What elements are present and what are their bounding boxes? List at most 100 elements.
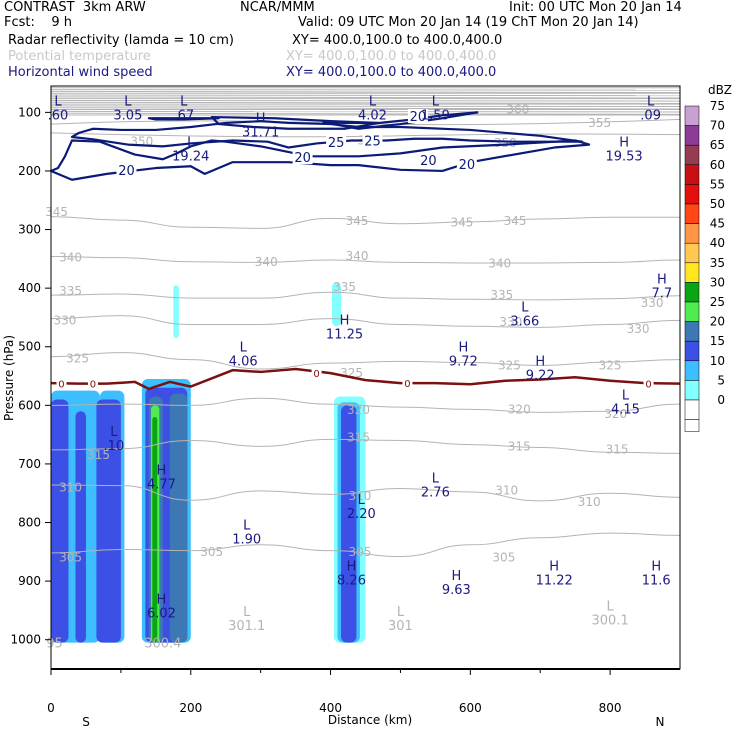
extremum-value: 9.72 — [449, 354, 478, 369]
theta-contour-label: 305 — [200, 545, 223, 559]
extremum-value: 19.24 — [172, 149, 209, 164]
colorbar-level: 75 — [710, 99, 725, 113]
colorbar-swatch — [684, 301, 700, 322]
theta-contour-upper — [50, 105, 681, 108]
extremum-mark: H — [657, 272, 667, 287]
extremum-mark: H — [451, 569, 461, 584]
extremum-value: 11.22 — [536, 574, 573, 589]
theta-contour-upper — [50, 101, 681, 104]
theta-contour-upper — [50, 90, 681, 94]
freezing-label-bg — [311, 367, 322, 379]
extremum-value: .60 — [48, 108, 69, 123]
wind-label-bg — [326, 134, 347, 149]
theta-extremum-value: 300.1 — [592, 613, 629, 628]
theta-extremum-value: 301 — [388, 619, 413, 634]
theta-contour-340 — [50, 256, 681, 264]
theta-contour-label: 305 — [492, 551, 515, 565]
theta-contour-label: 335 — [490, 288, 513, 302]
theta-contour-label: 340 — [488, 257, 511, 271]
theta-contour-label: 315 — [508, 439, 531, 453]
reflectivity-column — [331, 282, 342, 327]
x-tick-label: 400 — [319, 701, 342, 715]
colorbar-swatch — [684, 282, 700, 303]
institution-label: NCAR/MMM — [240, 0, 315, 15]
colorbar-level: 15 — [710, 334, 725, 348]
theta-contour-upper — [50, 94, 681, 97]
wind-contour-layer: 20 20 20 20 20 25 25 — [49, 109, 591, 181]
theta-contour-label: 305 — [348, 545, 371, 559]
wind-label-bg — [292, 150, 313, 165]
theta-extremum-mark: L — [243, 605, 251, 620]
forecast-hour: Fcst: 9 h — [4, 15, 73, 30]
y-tick-label: 1000 — [10, 633, 41, 647]
colorbar-swatch — [684, 399, 700, 420]
extremum-value: 1.90 — [232, 533, 261, 548]
extremum-value: 9.22 — [526, 368, 555, 383]
wind-contour-20 — [49, 139, 591, 181]
colorbar-unit: dBZ — [708, 83, 732, 97]
wind-contour-30 — [210, 115, 381, 130]
freezing-label-bg — [56, 377, 67, 389]
field-name-reflectivity: Radar reflectivity (lamda = 10 cm) — [8, 33, 234, 48]
theta-contour-320 — [50, 397, 681, 413]
freezing-level-label: 0 — [90, 380, 96, 391]
freezing-level-label: 0 — [58, 380, 64, 391]
x-tick-label: 800 — [599, 701, 622, 715]
wind-label-bg — [456, 157, 477, 172]
field-name-wind: Horizontal wind speed — [8, 65, 153, 80]
theta-contour-label: 335 — [333, 280, 356, 294]
wind-contour-label: 25 — [328, 136, 345, 151]
freezing-level-label: 0 — [313, 369, 319, 380]
y-tick-label: 700 — [18, 457, 41, 471]
theta-contour-350 — [50, 132, 681, 138]
theta-contour-label: 330 — [627, 322, 650, 336]
extremum-value: 11.6 — [642, 574, 671, 589]
theta-contour-label: 330 — [641, 296, 664, 310]
y-tick-label: 800 — [18, 516, 41, 530]
field-xy-reflectivity: XY= 400.0,100.0 to 400.0,400.0 — [292, 33, 503, 48]
x-end-label-north: N — [656, 715, 665, 729]
colorbar-swatch — [684, 125, 700, 146]
theta-contour-label: 310 — [578, 495, 601, 509]
reflectivity-column — [51, 399, 69, 643]
extremum-value: 19.53 — [605, 149, 642, 164]
extremum-value: 4.02 — [358, 108, 387, 123]
wind-label-bg — [407, 109, 428, 124]
extremum-mark: L — [622, 388, 630, 403]
wind-label-bg — [418, 152, 439, 167]
theta-contour-label: 320 — [508, 402, 531, 416]
x-tick-label: 200 — [179, 701, 202, 715]
wind-contour-label: 25 — [364, 135, 381, 150]
colorbar-swatch — [684, 223, 700, 244]
colorbar-swatch — [684, 105, 700, 126]
wind-contour-20 — [322, 111, 479, 130]
colorbar-level: 55 — [710, 177, 725, 191]
colorbar-level: 45 — [710, 217, 725, 231]
colorbar-swatch — [684, 380, 700, 401]
colorbar-swatch — [684, 164, 700, 185]
colorbar-swatch — [684, 360, 700, 381]
field-xy-theta: XY= 400.0,100.0 to 400.0,400.0 — [286, 49, 497, 64]
theta-contour-upper — [50, 96, 681, 99]
theta-contour-345 — [50, 216, 680, 229]
x-tick-label: 600 — [459, 701, 482, 715]
extremum-value: .67 — [173, 108, 194, 123]
y-tick-label: 500 — [18, 340, 41, 354]
colorbar-swatch — [684, 184, 700, 205]
theta-contour-upper — [50, 112, 681, 115]
theta-contour-label: 345 — [45, 205, 68, 219]
extremum-mark: L — [124, 94, 132, 109]
colorbar-swatch — [684, 340, 700, 362]
theta-contour-label: 315 — [87, 448, 110, 462]
theta-contour-330 — [50, 315, 681, 328]
theta-contour-label: 340 — [59, 251, 82, 265]
theta-contour-label: 330 — [54, 313, 77, 327]
y-tick-label: 300 — [18, 223, 41, 237]
theta-contour-label: 340 — [255, 255, 278, 269]
field-xy-wind: XY= 400.0,100.0 to 400.0,400.0 — [286, 65, 497, 80]
extremum-value: 3.66 — [510, 315, 539, 330]
valid-time: Valid: 09 UTC Mon 20 Jan 14 (19 ChT Mon … — [298, 15, 639, 30]
theta-extremum-mark: L — [606, 599, 614, 614]
colorbar-level: 20 — [710, 315, 725, 329]
theta-contour-label: 325 — [66, 351, 89, 365]
